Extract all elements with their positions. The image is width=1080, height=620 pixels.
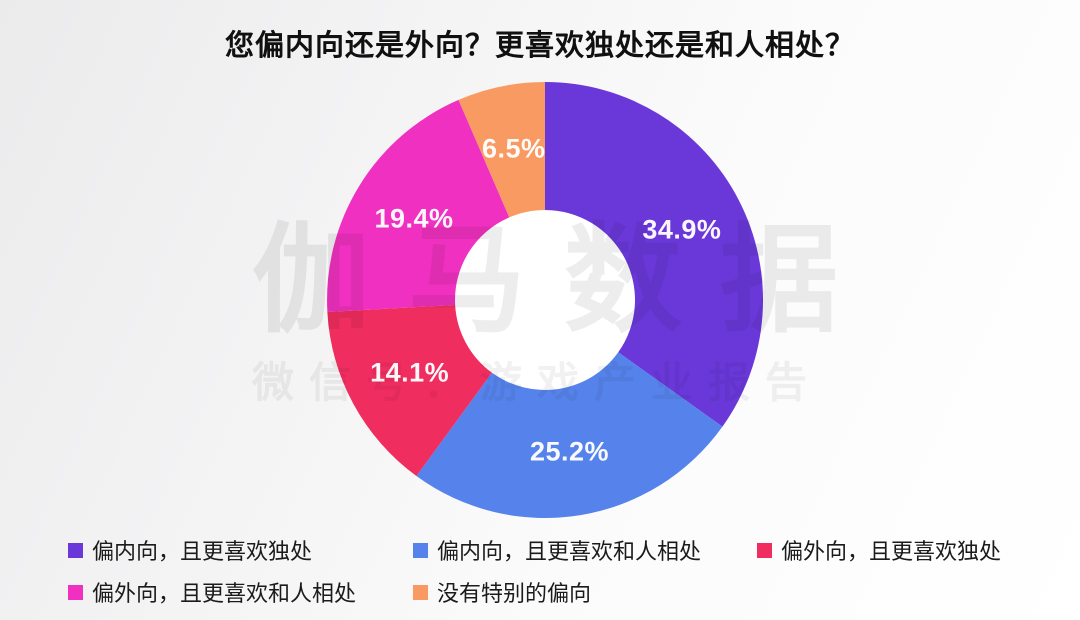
pie-slice <box>327 304 492 477</box>
legend-item-introvert-alone: 偏内向，且更喜欢独处 <box>68 536 312 564</box>
legend-label: 没有特别的偏向 <box>437 581 592 606</box>
chart-title: 您偏内向还是外向？更喜欢独处还是和人相处？ <box>224 30 855 62</box>
legend-label: 偏内向，且更喜欢独处 <box>92 539 313 564</box>
legend-label: 偏内向，且更喜欢和人相处 <box>437 539 702 564</box>
legend-item-extrovert-alone: 偏外向，且更喜欢独处 <box>757 536 1001 564</box>
pie-slice <box>458 82 545 218</box>
legend-item-introvert-people: 偏内向，且更喜欢和人相处 <box>413 536 701 564</box>
legend-item-extrovert-people: 偏外向，且更喜欢和人相处 <box>68 578 356 606</box>
pie-slice <box>416 352 723 519</box>
pie-slice <box>327 99 510 312</box>
donut-hole <box>455 210 635 390</box>
legend-swatch-red <box>757 542 772 558</box>
legend-swatch-magenta <box>68 584 83 600</box>
donut-chart <box>327 82 764 519</box>
legend-swatch-purple <box>68 542 83 558</box>
legend-label: 偏外向，且更喜欢和人相处 <box>92 581 357 606</box>
legend-swatch-orange <box>413 584 428 600</box>
pie-slice <box>545 82 764 427</box>
legend-swatch-blue <box>413 542 428 558</box>
legend-item-no-preference: 没有特别的偏向 <box>413 578 591 606</box>
legend-label: 偏外向，且更喜欢独处 <box>781 539 1002 564</box>
